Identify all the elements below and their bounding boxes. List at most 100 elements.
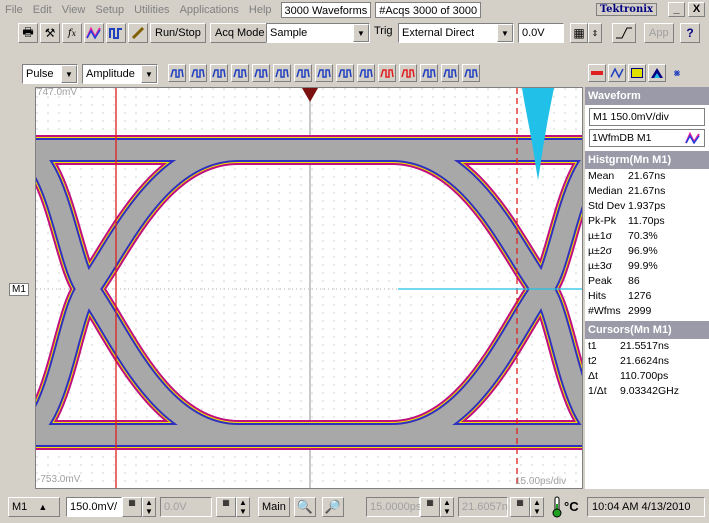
acq-mode-select[interactable]: Sample ▼: [266, 23, 370, 43]
zoom-in-icon[interactable]: 🔍: [294, 497, 316, 517]
amplitude-icon[interactable]: [294, 64, 312, 82]
high-icon[interactable]: [315, 64, 333, 82]
waveforms-count-field[interactable]: 3000 Waveforms: [280, 2, 372, 18]
trig-source-select[interactable]: External Direct ▼: [398, 23, 514, 43]
histogram-value: 70.3%: [628, 230, 658, 242]
menu-bar: File Edit View Setup Utilities Applicati…: [0, 0, 709, 20]
cursors-row: Δt 110.700ps: [585, 369, 709, 384]
top-level-label: 747.0mV: [37, 87, 78, 98]
time-div-label: 15.00ps/div: [515, 476, 567, 487]
status-bar: M1 ▲ 150.0mV/ ▦ ▲ ▼ 0.0V ▦ ▲ ▼ Main 🔍 🔎 15…: [0, 490, 709, 523]
keypad-icon[interactable]: ▦: [122, 497, 142, 517]
trig-level-value: 0.0V: [522, 27, 545, 39]
waveform-scale[interactable]: M1 150.0mV/div: [589, 108, 705, 126]
trig-level-field[interactable]: 0.0V: [518, 23, 564, 43]
readout-panel: Waveform M1 150.0mV/div 1WfmDB M1 Histgr…: [585, 87, 709, 489]
histogram-row: #Wfms 2999: [585, 304, 709, 319]
histogram-key: µ±1σ: [588, 230, 613, 242]
spin-icon[interactable]: ▲ ▼: [236, 497, 250, 517]
histogram-row: Mean 21.67ns: [585, 169, 709, 184]
histogram-row: µ±1σ 70.3%: [585, 229, 709, 244]
keypad-icon[interactable]: ▦: [570, 23, 588, 43]
zoom-out-icon[interactable]: 🔎: [322, 497, 344, 517]
menu-utilities[interactable]: Utilities: [134, 4, 170, 16]
duty-icon[interactable]: [252, 64, 270, 82]
cursor-readouts: t1 21.5517ns t2 21.6624ns Δt 110.700ps 1/Δt 9.0…: [585, 339, 709, 399]
run-stop-button[interactable]: Run/Stop: [150, 23, 206, 43]
low-icon[interactable]: [336, 64, 354, 82]
chevron-up-icon: ▲: [38, 502, 48, 512]
tools-icon[interactable]: ⚒: [40, 23, 60, 43]
red-bar-icon[interactable]: [588, 64, 606, 82]
cursors-row: t1 21.5517ns: [585, 339, 709, 354]
horizontal-scale-field[interactable]: 15.0000ps: [366, 497, 421, 517]
waveform-color-icon: [685, 132, 700, 144]
edit-pencil-icon[interactable]: [128, 23, 148, 43]
peak-icon[interactable]: [648, 64, 666, 82]
crossing-icon[interactable]: [420, 64, 438, 82]
help-icon[interactable]: ?: [680, 23, 700, 43]
histogram-key: Std Dev: [588, 200, 626, 212]
keypad-icon[interactable]: ▦: [510, 497, 530, 517]
histogram-view-icon[interactable]: [628, 64, 646, 82]
channel-marker[interactable]: M1: [9, 283, 29, 296]
chevron-down-icon[interactable]: ▼: [141, 65, 157, 83]
temperature-indicator: °C: [552, 496, 582, 518]
histogram-icon[interactable]: [441, 64, 459, 82]
menu-help[interactable]: Help: [248, 4, 272, 16]
eye-diagram: [36, 88, 582, 488]
waveform-icon[interactable]: [608, 64, 626, 82]
waveform-display[interactable]: [35, 87, 583, 489]
zoom-scale-icon[interactable]: ⨳: [673, 67, 681, 79]
horizontal-delay-field[interactable]: 21.6057n: [458, 497, 508, 517]
histogram-key: Peak: [588, 275, 612, 287]
measurement-type-select[interactable]: Pulse ▼: [22, 64, 78, 84]
burst-icon[interactable]: [273, 64, 291, 82]
print-icon[interactable]: 🖶: [18, 23, 38, 43]
spin-icon[interactable]: ▲ ▼: [530, 497, 544, 517]
trig-label: Trig: [374, 25, 393, 37]
menu-applications[interactable]: Applications: [179, 4, 239, 16]
menu-view[interactable]: View: [61, 4, 86, 16]
eye-icon[interactable]: [378, 64, 396, 82]
acq-mode-value: Sample: [270, 27, 308, 39]
measure-icon[interactable]: [106, 23, 126, 43]
cursors-key: 1/Δt: [588, 385, 607, 397]
spin-icon[interactable]: ⇕: [588, 23, 602, 43]
minimize-button[interactable]: _: [668, 2, 685, 17]
spin-icon[interactable]: ▲ ▼: [142, 497, 156, 517]
menu-edit[interactable]: Edit: [32, 4, 52, 16]
frequency-icon[interactable]: [231, 64, 249, 82]
waveform-db[interactable]: 1WfmDB M1: [589, 129, 705, 147]
pulse-width-icon[interactable]: [189, 64, 207, 82]
histogram-key: Median: [588, 185, 623, 197]
close-button[interactable]: X: [688, 2, 705, 17]
chevron-down-icon[interactable]: ▼: [61, 65, 77, 83]
jitter-icon[interactable]: [399, 64, 417, 82]
app-button[interactable]: App: [644, 23, 674, 43]
waveform-color-icon[interactable]: [84, 23, 104, 43]
rise-icon[interactable]: [168, 64, 186, 82]
bottom-level-label: -753.0mV: [37, 474, 81, 485]
menu-setup[interactable]: Setup: [95, 4, 125, 16]
cursors-key: t1: [588, 340, 597, 352]
spin-icon[interactable]: ▲ ▼: [440, 497, 454, 517]
trigger-slope-icon[interactable]: [612, 23, 636, 43]
vertical-offset-field[interactable]: 0.0V: [160, 497, 212, 517]
acq-mode-button[interactable]: Acq Mode: [210, 23, 270, 43]
period-icon[interactable]: [210, 64, 228, 82]
chevron-down-icon[interactable]: ▼: [353, 24, 369, 42]
menu-file[interactable]: File: [5, 4, 23, 16]
timebase-main-button[interactable]: Main: [258, 497, 290, 517]
cursors-key: Δt: [588, 370, 598, 382]
bit-icon[interactable]: [462, 64, 480, 82]
measurement-param-select[interactable]: Amplitude ▼: [82, 64, 158, 84]
edge-icon[interactable]: [357, 64, 375, 82]
keypad-icon[interactable]: ▦: [420, 497, 440, 517]
chevron-down-icon[interactable]: ▼: [497, 24, 513, 42]
channel-selector[interactable]: M1 ▲: [8, 497, 60, 517]
histogram-row: µ±3σ 99.9%: [585, 259, 709, 274]
keypad-icon[interactable]: ▦: [216, 497, 236, 517]
vertical-scale-field[interactable]: 150.0mV/: [66, 497, 122, 517]
